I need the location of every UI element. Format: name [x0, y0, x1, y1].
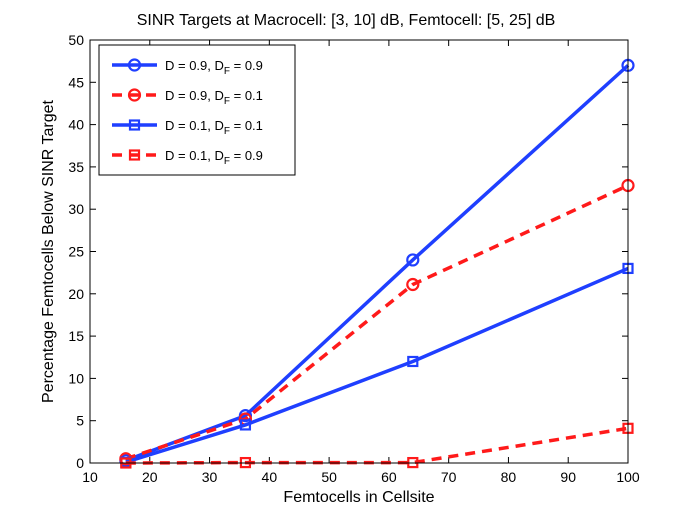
y-tick-label: 30	[68, 201, 84, 217]
data-point	[406, 253, 420, 267]
x-tick-label: 40	[262, 469, 278, 485]
y-tick-label: 5	[76, 413, 84, 429]
x-tick-label: 70	[441, 469, 457, 485]
x-tick-label: 80	[501, 469, 517, 485]
data-point	[406, 277, 420, 292]
y-tick-label: 0	[76, 455, 84, 471]
y-tick-label: 15	[68, 328, 84, 344]
legend-marker	[127, 88, 142, 102]
legend-label: D = 0.9, DF = 0.9	[165, 58, 263, 77]
y-tick-label: 10	[68, 370, 84, 386]
legend-marker	[128, 119, 141, 131]
y-tick-label: 20	[68, 286, 84, 302]
x-tick-label: 10	[82, 469, 98, 485]
legend-marker	[127, 58, 142, 72]
y-tick-label: 40	[68, 117, 84, 133]
x-tick-label: 90	[560, 469, 576, 485]
legend-entry: D = 0.9, DF = 0.1	[112, 88, 263, 107]
legend-entry: D = 0.1, DF = 0.1	[112, 118, 263, 137]
axis-ticks: 10 20 30 40 50 60 70 80 90 100 0 5 10 15 20 25 30 35 40 45 5…	[68, 32, 639, 485]
chart-title: SINR Targets at Macrocell: [3, 10] dB, F…	[137, 12, 556, 29]
x-tick-label: 20	[142, 469, 158, 485]
data-point	[407, 355, 419, 368]
legend-label: D = 0.1, DF = 0.1	[165, 118, 263, 137]
legend: D = 0.9, DF = 0.9 D = 0.9, DF = 0.1 D = 0.…	[98, 44, 296, 176]
legend-marker	[128, 149, 141, 161]
x-tick-label: 60	[381, 469, 397, 485]
series-line	[125, 64, 630, 463]
y-axis-label: Percentage Femtocells Below SINR Target	[40, 99, 57, 403]
y-tick-label: 45	[68, 74, 84, 90]
legend-label: D = 0.1, DF = 0.9	[165, 148, 263, 167]
data-point	[239, 419, 252, 431]
y-tick-label: 50	[68, 32, 84, 48]
x-tick-label: 50	[321, 469, 337, 485]
x-axis-label: Femtocells in Cellsite	[283, 489, 434, 506]
legend-entry: D = 0.9, DF = 0.9	[112, 58, 263, 77]
legend-entry: D = 0.1, DF = 0.9	[112, 148, 263, 167]
y-tick-label: 35	[68, 159, 84, 175]
y-tick-label: 25	[68, 244, 84, 260]
series-line	[125, 183, 629, 461]
plot-frame	[89, 39, 629, 464]
series-line	[125, 266, 629, 464]
x-tick-label: 100	[616, 469, 640, 485]
legend-label: D = 0.9, DF = 0.1	[165, 88, 263, 107]
x-tick-label: 30	[202, 469, 218, 485]
